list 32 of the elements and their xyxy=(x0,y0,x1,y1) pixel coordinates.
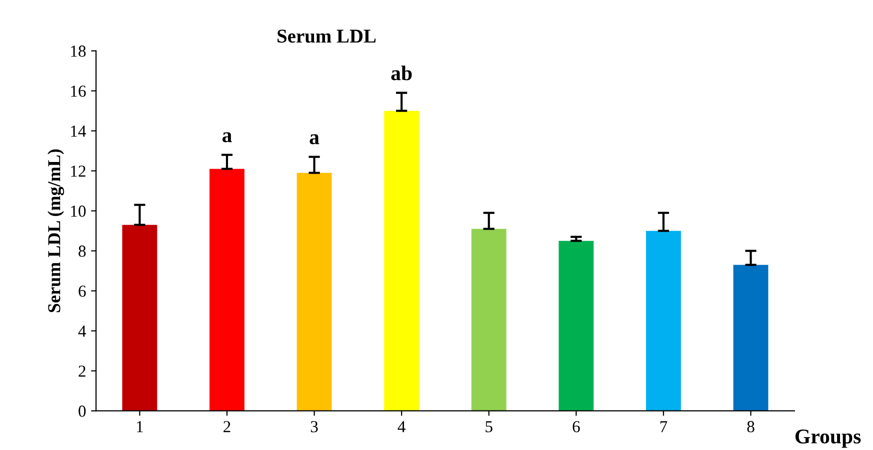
annotation: a xyxy=(222,132,232,142)
bar xyxy=(210,168,244,411)
x-tick-label: 7 xyxy=(660,421,668,432)
y-axis-title: Serum LDL (mg/mL) xyxy=(48,149,64,312)
annotation: a xyxy=(310,134,320,144)
annotation: ab xyxy=(391,66,412,80)
y-tick-label: 8 xyxy=(78,246,86,257)
y-tick-label: 12 xyxy=(71,166,86,177)
x-tick-label: 6 xyxy=(572,421,580,432)
chart-title: Serum LDL xyxy=(278,30,376,43)
y-tick-label: 14 xyxy=(71,126,86,137)
y-tick-label: 2 xyxy=(78,366,86,377)
y-tick-label: 0 xyxy=(78,406,86,417)
y-tick-label: 4 xyxy=(78,326,86,337)
bar xyxy=(733,264,768,411)
bar xyxy=(646,230,681,411)
y-tick-label: 16 xyxy=(71,86,86,97)
x-tick-label: 8 xyxy=(747,421,754,432)
x-tick-label: 4 xyxy=(398,421,406,432)
x-tick-label: 2 xyxy=(224,421,230,432)
x-axis-title: Groups xyxy=(795,430,861,448)
x-tick-label: 1 xyxy=(136,421,143,432)
bar xyxy=(122,224,158,411)
x-tick-label: 5 xyxy=(486,421,492,432)
y-tick-label: 18 xyxy=(71,46,86,57)
x-tick-label: 3 xyxy=(310,421,318,432)
bar xyxy=(558,240,594,411)
y-tick-label: 10 xyxy=(71,206,86,217)
bar xyxy=(296,172,332,411)
y-tick-label: 6 xyxy=(78,286,86,297)
bar xyxy=(471,228,506,411)
bar xyxy=(384,110,420,411)
